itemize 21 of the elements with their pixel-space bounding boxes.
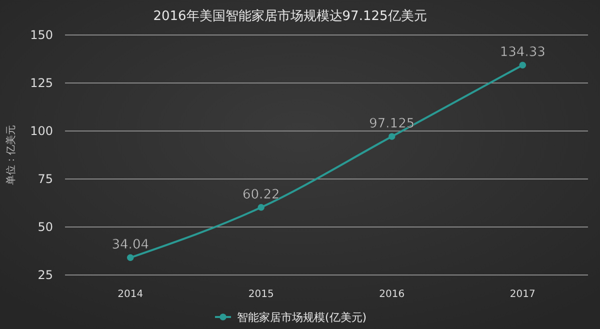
y-tick-label: 25 — [38, 268, 53, 282]
data-label: 97.125 — [369, 116, 415, 132]
data-label: 134.33 — [500, 45, 546, 60]
y-tick-label: 100 — [30, 124, 53, 138]
chart-title: 2016年美国智能家居市场规模达97.125亿美元 — [153, 8, 427, 24]
y-tick-label: 75 — [38, 172, 53, 186]
x-tick-label: 2014 — [118, 289, 144, 300]
point — [388, 133, 396, 140]
data-label: 60.22 — [242, 187, 280, 202]
x-tick-label: 2015 — [248, 289, 274, 300]
x-tick-label: 2016 — [379, 289, 405, 300]
y-tick-label: 150 — [30, 28, 53, 42]
x-tick-label: 2017 — [510, 289, 536, 300]
y-tick-label: 50 — [38, 220, 53, 234]
point — [519, 62, 526, 68]
y-tick-label: 125 — [30, 76, 53, 90]
y-axis-title: 单位：亿美元 — [5, 125, 17, 185]
legend-label: 智能家居市场规模(亿美元) — [237, 311, 367, 324]
point — [258, 204, 265, 211]
point — [126, 254, 134, 262]
data-label: 34.04 — [112, 238, 149, 253]
